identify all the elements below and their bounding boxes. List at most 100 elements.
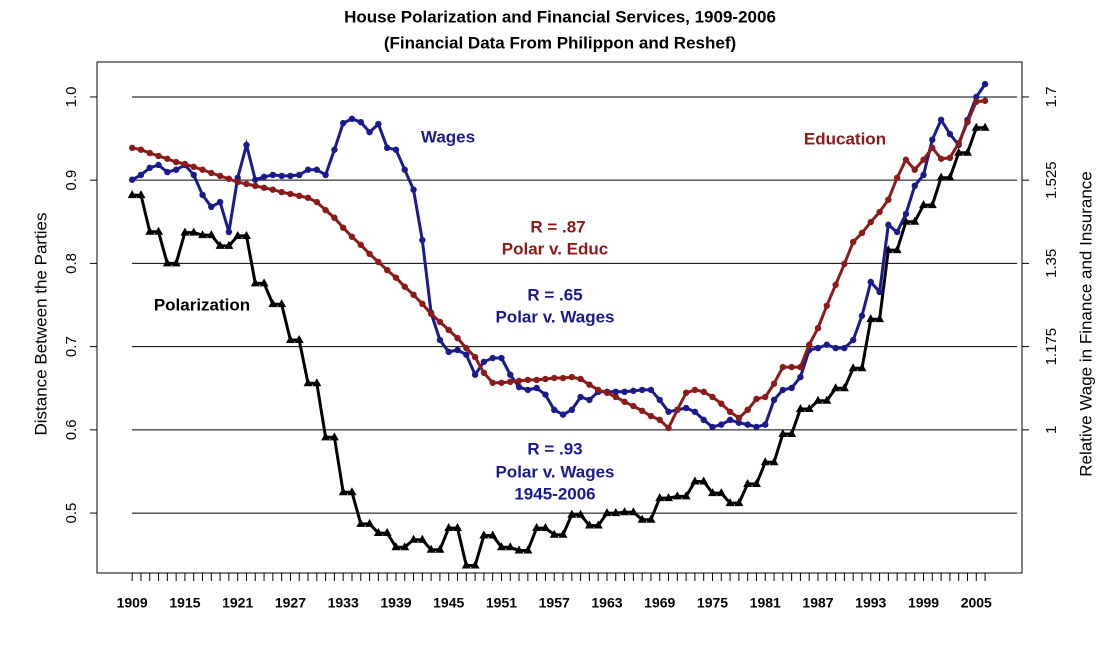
point-marker: [533, 384, 540, 392]
point-marker: [507, 371, 514, 378]
y-tick-label: 0.9: [63, 170, 80, 191]
point-marker: [630, 387, 637, 395]
series-line: [131, 99, 986, 431]
point-marker: [392, 274, 400, 281]
point-marker: [137, 171, 145, 179]
point-marker: [760, 457, 770, 466]
point-marker: [867, 278, 874, 286]
point-marker: [981, 97, 989, 104]
point-marker: [725, 498, 735, 507]
point-marker: [558, 529, 568, 538]
x-tick-label: 1921: [222, 595, 253, 611]
point-marker: [164, 168, 171, 176]
point-marker: [480, 358, 488, 366]
point-marker: [252, 176, 259, 183]
point-marker: [303, 378, 313, 387]
point-marker: [612, 388, 619, 396]
point-marker: [445, 326, 452, 334]
point-marker: [902, 156, 910, 163]
point-marker: [814, 344, 822, 352]
point-marker: [505, 542, 515, 551]
point-marker: [628, 507, 638, 516]
point-marker: [216, 172, 224, 180]
point-marker: [471, 353, 479, 361]
point-marker: [638, 386, 646, 394]
point-marker: [831, 383, 841, 392]
point-marker: [849, 238, 857, 246]
point-marker: [911, 182, 918, 190]
point-marker: [285, 334, 295, 343]
point-marker: [489, 379, 496, 386]
point-marker: [356, 518, 366, 527]
point-marker: [797, 363, 804, 371]
point-marker: [699, 476, 709, 485]
point-marker: [839, 383, 849, 392]
point-marker: [445, 348, 452, 356]
x-tick-label: 1993: [855, 595, 886, 611]
point-marker: [417, 534, 427, 543]
point-marker: [753, 395, 760, 403]
point-marker: [681, 491, 691, 500]
point-marker: [770, 396, 778, 404]
point-marker: [373, 528, 383, 537]
point-marker: [312, 378, 322, 387]
point-marker: [946, 154, 954, 162]
point-marker: [690, 476, 700, 485]
point-marker: [892, 245, 902, 254]
point-marker: [946, 130, 954, 138]
point-marker: [744, 421, 751, 428]
point-marker: [252, 182, 259, 190]
point-marker: [313, 166, 321, 173]
point-marker: [287, 190, 294, 198]
point-marker: [551, 374, 558, 382]
point-marker: [753, 423, 760, 431]
x-tick-label: 1981: [750, 595, 781, 611]
point-marker: [893, 174, 901, 182]
point-marker: [180, 227, 190, 236]
point-marker: [779, 363, 787, 371]
point-marker: [357, 241, 364, 249]
y2-tick-label: 1.7: [1043, 87, 1060, 108]
y-tick-label: 0.8: [63, 253, 80, 274]
point-marker: [419, 236, 426, 244]
point-marker: [198, 230, 208, 239]
y2-tick-label: 1.35: [1043, 249, 1060, 278]
point-marker: [488, 530, 498, 539]
point-marker: [577, 393, 584, 401]
point-marker: [322, 171, 329, 179]
point-marker: [603, 389, 611, 396]
point-marker: [542, 391, 549, 398]
point-marker: [841, 260, 848, 268]
point-marker: [929, 136, 936, 143]
point-marker: [243, 180, 250, 188]
point-marker: [164, 155, 171, 162]
chart-title: House Polarization and Financial Service…: [344, 7, 776, 26]
point-marker: [514, 545, 524, 554]
point-marker: [260, 173, 268, 181]
point-marker: [313, 198, 321, 206]
point-marker: [857, 363, 867, 372]
point-marker: [461, 560, 471, 569]
point-marker: [225, 175, 233, 182]
point-marker: [568, 373, 576, 381]
annotation: Polar v. Wages: [495, 307, 614, 326]
annotation: Polar v. Educ: [502, 239, 608, 258]
point-marker: [910, 216, 920, 225]
point-marker: [700, 416, 707, 424]
point-marker: [339, 119, 347, 127]
point-marker: [841, 344, 848, 352]
point-marker: [964, 118, 971, 126]
point-marker: [277, 299, 287, 308]
point-marker: [576, 509, 586, 518]
point-marker: [804, 404, 814, 413]
point-marker: [348, 115, 356, 123]
point-marker: [489, 354, 496, 362]
point-marker: [568, 406, 576, 414]
point-marker: [172, 158, 180, 166]
point-marker: [577, 375, 584, 383]
point-marker: [507, 378, 514, 386]
point-marker: [621, 388, 628, 396]
point-marker: [128, 144, 136, 152]
point-marker: [656, 396, 663, 404]
point-marker: [593, 520, 603, 529]
